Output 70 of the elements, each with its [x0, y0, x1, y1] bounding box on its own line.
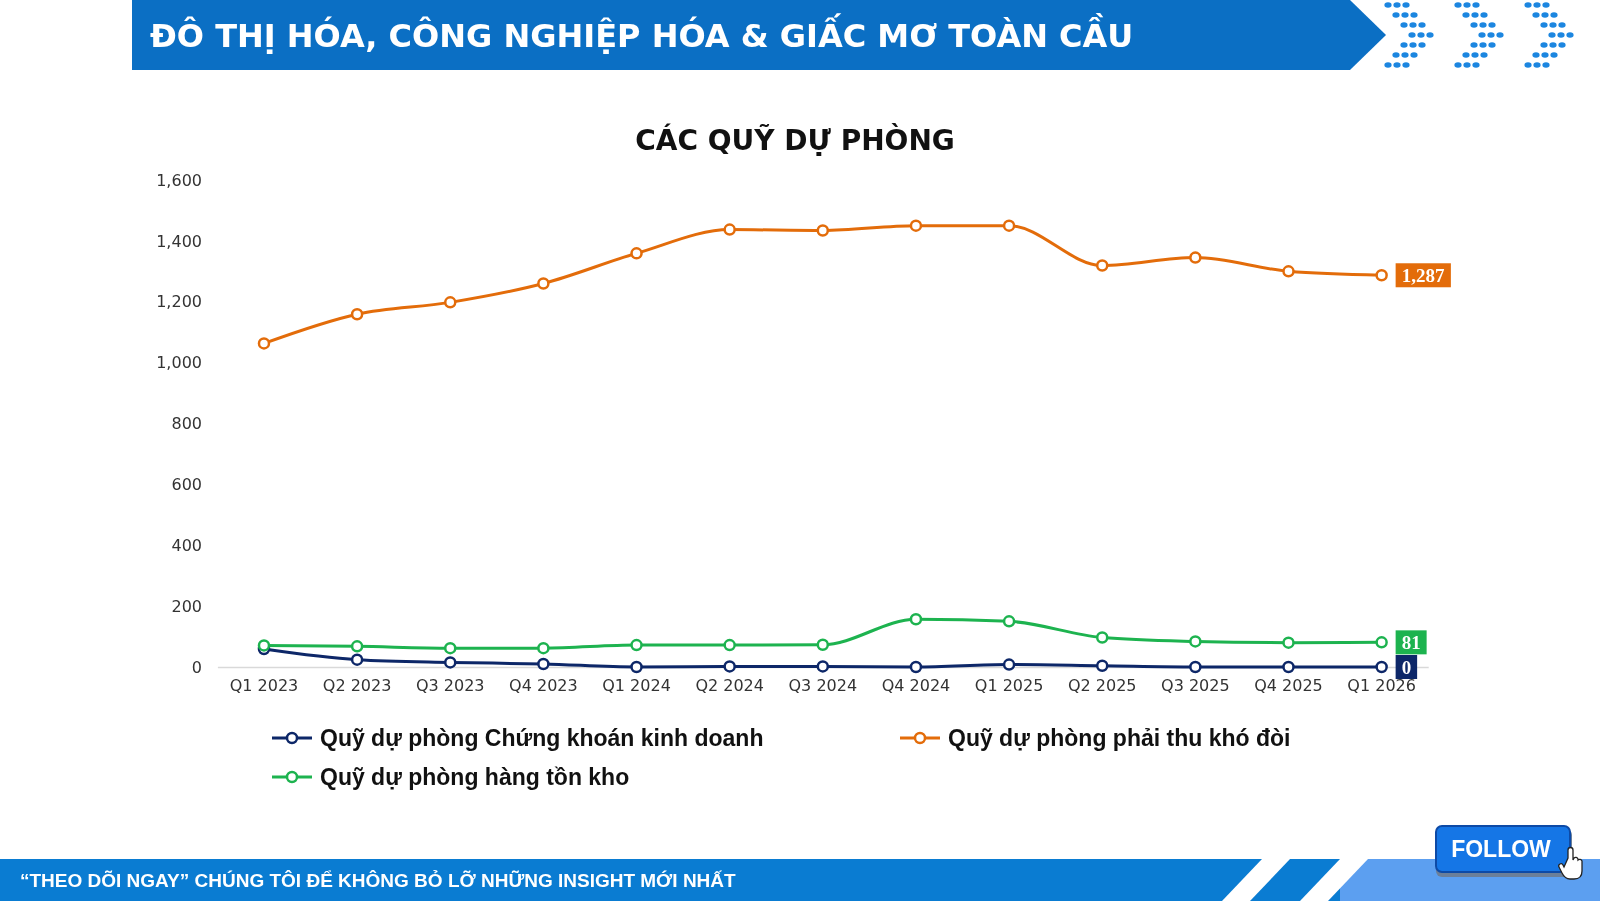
- point: [1002, 615, 1016, 628]
- point: [1095, 659, 1109, 673]
- x-tick-label: Q1 2023: [229, 676, 299, 696]
- point: [1095, 259, 1109, 272]
- x-tick-label: Q1 2026: [1347, 676, 1416, 696]
- point: [537, 657, 550, 671]
- point: [1002, 219, 1016, 232]
- text: “THEO DÕI NGAY” CHÚNG TÔI ĐỂ KHÔNG BỎ LỠ NHỮNG INSIGHT MỚI NHẤT: [20, 870, 737, 891]
- text: ĐÔ THỊ HÓA, CÔNG NGHIỆP HÓA & GIẤC MƠ TOÀN CẦU: [150, 13, 1134, 55]
- point: [257, 639, 271, 652]
- point: [630, 638, 643, 652]
- point: [816, 638, 830, 652]
- point: [444, 641, 457, 655]
- y-tick-label: 1,200: [156, 292, 202, 312]
- data-label: 0: [1401, 656, 1412, 678]
- y-tick-label: 600: [171, 474, 202, 494]
- y-tick-label: 1,600: [156, 170, 202, 190]
- x-tick-label: Q1 2024: [602, 676, 671, 696]
- point: [1282, 265, 1295, 278]
- x-tick-label: Q2 2025: [1067, 676, 1137, 696]
- point: [1282, 636, 1295, 649]
- point: [257, 337, 271, 350]
- point: [1189, 635, 1202, 648]
- point: [630, 247, 643, 260]
- x-tick-label: Q1 2025: [974, 676, 1044, 696]
- legend-label: Quỹ dự phòng Chứng khoán kinh doanh: [320, 725, 764, 752]
- point: [723, 223, 736, 236]
- x-tick-label: Q3 2024: [788, 676, 858, 696]
- x-tick-label: Q4 2023: [509, 676, 578, 696]
- x-tick-label: Q3 2025: [1161, 676, 1230, 696]
- data-label: 1,287: [1401, 264, 1445, 286]
- point: [1375, 269, 1388, 282]
- data-label: 81: [1401, 632, 1421, 653]
- chart-title: CÁC QUỸ DỰ PHÒNG: [635, 123, 955, 157]
- point: [1002, 658, 1016, 671]
- x-tick-label: Q2 2023: [322, 676, 392, 696]
- y-tick-label: 200: [171, 596, 202, 616]
- legend-label: Quỹ dự phòng phải thu khó đòi: [948, 725, 1291, 752]
- point: [816, 224, 830, 237]
- point: [909, 612, 923, 626]
- point: [630, 660, 643, 674]
- point: [1375, 636, 1388, 649]
- y-tick-label: 1,000: [156, 353, 202, 373]
- point: [350, 653, 364, 666]
- point: [444, 656, 457, 669]
- x-tick-label: Q4 2024: [881, 676, 951, 696]
- y-tick-label: 0: [191, 657, 202, 677]
- x-tick-label: Q3 2023: [415, 676, 485, 696]
- y-tick-label: 800: [171, 414, 202, 434]
- y-tick-label: 1,400: [156, 231, 202, 251]
- point: [1095, 631, 1109, 644]
- point: [909, 219, 923, 232]
- point: [723, 660, 736, 673]
- y-tick-label: 400: [171, 535, 202, 555]
- point: [723, 638, 736, 652]
- point: [350, 307, 364, 321]
- text: FOLLOW: [1451, 836, 1552, 862]
- point: [909, 660, 923, 674]
- point: [1375, 660, 1388, 674]
- point: [816, 660, 830, 673]
- x-tick-label: Q4 2025: [1254, 676, 1323, 696]
- point: [1189, 251, 1202, 264]
- point: [350, 640, 364, 653]
- point: [537, 641, 550, 655]
- point: [1189, 660, 1202, 674]
- point: [537, 277, 550, 290]
- point: [1282, 660, 1295, 674]
- x-tick-label: Q2 2024: [695, 676, 764, 696]
- legend-label: Quỹ dự phòng hàng tồn kho: [320, 764, 630, 791]
- point: [444, 296, 457, 309]
